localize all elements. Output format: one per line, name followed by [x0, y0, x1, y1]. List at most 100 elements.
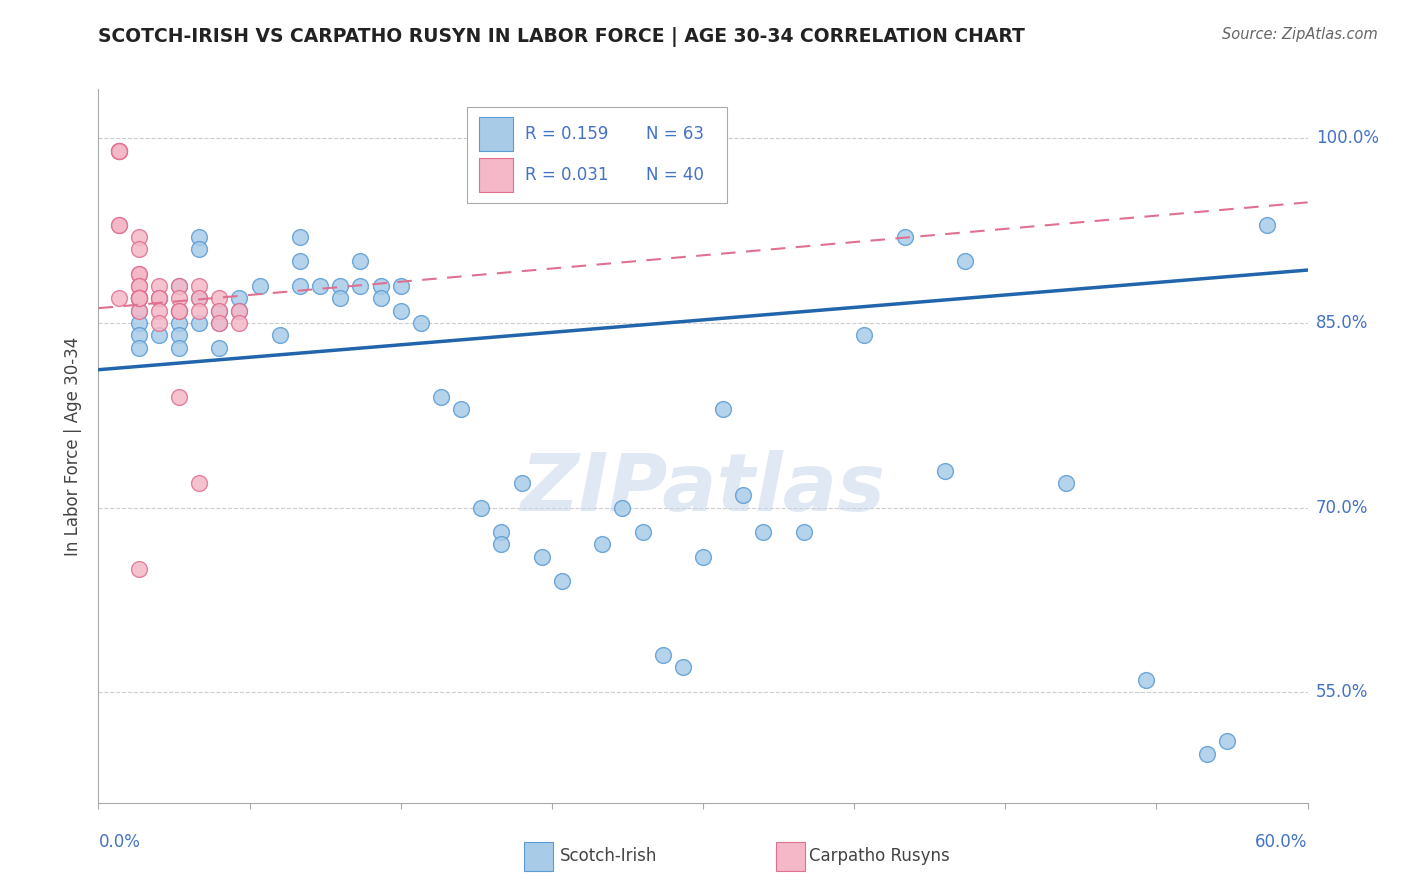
Point	[228, 291, 250, 305]
Point	[249, 279, 271, 293]
Point	[450, 402, 472, 417]
Bar	[479, 158, 513, 192]
Point	[128, 562, 150, 576]
Point	[188, 291, 211, 305]
Point	[188, 475, 211, 490]
Text: 100.0%: 100.0%	[1316, 129, 1379, 147]
Point	[953, 254, 976, 268]
Point	[148, 316, 170, 330]
Point	[329, 291, 352, 305]
Point	[148, 328, 170, 343]
Point	[793, 525, 815, 540]
Point	[530, 549, 553, 564]
Point	[934, 464, 956, 478]
Point	[551, 574, 574, 589]
Text: Source: ZipAtlas.com: Source: ZipAtlas.com	[1222, 27, 1378, 42]
Point	[107, 144, 129, 158]
Point	[389, 303, 412, 318]
Point	[128, 230, 150, 244]
Point	[148, 279, 170, 293]
Point	[752, 525, 775, 540]
Text: R = 0.159: R = 0.159	[526, 125, 609, 143]
Text: SCOTCH-IRISH VS CARPATHO RUSYN IN LABOR FORCE | AGE 30-34 CORRELATION CHART: SCOTCH-IRISH VS CARPATHO RUSYN IN LABOR …	[98, 27, 1025, 46]
Point	[128, 279, 150, 293]
Text: N = 40: N = 40	[647, 166, 704, 184]
Bar	[524, 842, 553, 871]
Point	[128, 291, 150, 305]
Point	[167, 279, 190, 293]
Point	[288, 254, 311, 268]
Point	[128, 341, 150, 355]
Text: 60.0%: 60.0%	[1256, 833, 1308, 851]
Point	[288, 230, 311, 244]
Point	[167, 390, 190, 404]
Point	[510, 475, 533, 490]
Point	[188, 230, 211, 244]
Text: N = 63: N = 63	[647, 125, 704, 143]
Point	[148, 303, 170, 318]
Bar	[479, 117, 513, 152]
Point	[1256, 218, 1278, 232]
Point	[107, 144, 129, 158]
Point	[128, 279, 150, 293]
Point	[692, 549, 714, 564]
Point	[208, 341, 231, 355]
Point	[1216, 734, 1239, 748]
Point	[128, 242, 150, 256]
Point	[188, 291, 211, 305]
Text: 85.0%: 85.0%	[1316, 314, 1368, 332]
Point	[167, 303, 190, 318]
Point	[167, 328, 190, 343]
Point	[128, 291, 150, 305]
Point	[711, 402, 734, 417]
Text: Scotch-Irish: Scotch-Irish	[561, 847, 658, 865]
Point	[349, 254, 371, 268]
Point	[853, 328, 876, 343]
Point	[107, 144, 129, 158]
Bar	[776, 842, 804, 871]
Bar	[467, 107, 727, 203]
Point	[128, 267, 150, 281]
Point	[733, 488, 755, 502]
Point	[107, 291, 129, 305]
Point	[167, 279, 190, 293]
Point	[228, 303, 250, 318]
Point	[128, 316, 150, 330]
Point	[208, 316, 231, 330]
Text: 55.0%: 55.0%	[1316, 683, 1368, 701]
Point	[651, 648, 673, 662]
Point	[470, 500, 492, 515]
Point	[167, 291, 190, 305]
Point	[128, 291, 150, 305]
Point	[430, 390, 453, 404]
Point	[128, 291, 150, 305]
Point	[107, 144, 129, 158]
Point	[128, 303, 150, 318]
Point	[148, 291, 170, 305]
Point	[148, 291, 170, 305]
Point	[893, 230, 915, 244]
Point	[188, 279, 211, 293]
Point	[672, 660, 695, 674]
Point	[1135, 673, 1157, 687]
Point	[167, 341, 190, 355]
Point	[612, 500, 634, 515]
Point	[309, 279, 332, 293]
Point	[349, 279, 371, 293]
Point	[167, 303, 190, 318]
Point	[1054, 475, 1077, 490]
Point	[148, 291, 170, 305]
Point	[128, 303, 150, 318]
Point	[208, 303, 231, 318]
Text: R = 0.031: R = 0.031	[526, 166, 609, 184]
Point	[591, 537, 613, 551]
Point	[389, 279, 412, 293]
Text: 0.0%: 0.0%	[98, 833, 141, 851]
Y-axis label: In Labor Force | Age 30-34: In Labor Force | Age 30-34	[65, 336, 83, 556]
Point	[188, 316, 211, 330]
Point	[128, 267, 150, 281]
Text: Carpatho Rusyns: Carpatho Rusyns	[810, 847, 950, 865]
Point	[167, 316, 190, 330]
Point	[491, 537, 513, 551]
Point	[208, 291, 231, 305]
